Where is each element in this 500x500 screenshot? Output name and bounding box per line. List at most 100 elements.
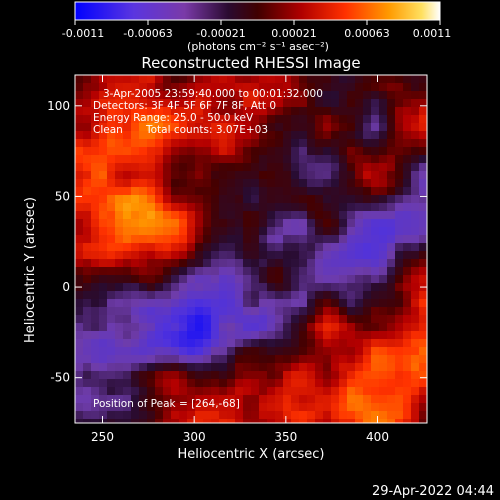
heatmap-cell: [227, 387, 236, 396]
heatmap-cell: [107, 291, 116, 300]
heatmap-cell: [115, 107, 124, 116]
heatmap-cell: [259, 323, 268, 332]
heatmap-cell: [83, 403, 92, 412]
heatmap-cell: [371, 115, 380, 124]
heatmap-cell: [395, 75, 404, 84]
heatmap-cell: [211, 395, 220, 404]
heatmap-cell: [107, 323, 116, 332]
heatmap-cell: [299, 195, 308, 204]
heatmap-cell: [299, 179, 308, 188]
heatmap-cell: [339, 91, 348, 100]
heatmap-cell: [211, 195, 220, 204]
heatmap-cell: [147, 243, 156, 252]
heatmap-cell: [147, 131, 156, 140]
heatmap-cell: [235, 99, 244, 108]
heatmap-cell: [219, 99, 228, 108]
heatmap-cell: [339, 219, 348, 228]
heatmap-cell: [131, 211, 140, 220]
heatmap-cell: [115, 91, 124, 100]
heatmap-cell: [259, 411, 268, 420]
heatmap-cell: [259, 227, 268, 236]
heatmap-cell: [99, 123, 108, 132]
heatmap-cell: [299, 259, 308, 268]
heatmap-cell: [75, 419, 84, 423]
heatmap-cell: [179, 291, 188, 300]
heatmap-cell: [355, 227, 364, 236]
heatmap-cell: [379, 115, 388, 124]
heatmap-cell: [283, 307, 292, 316]
heatmap-cell: [203, 275, 212, 284]
heatmap-cell: [371, 259, 380, 268]
heatmap-cell: [275, 99, 284, 108]
heatmap-cell: [371, 403, 380, 412]
heatmap-cell: [371, 147, 380, 156]
x-tick-label: 400: [366, 430, 389, 444]
heatmap-cell: [419, 403, 427, 412]
heatmap-cell: [251, 355, 260, 364]
heatmap-cell: [147, 251, 156, 260]
heatmap-cell: [331, 235, 340, 244]
heatmap-cell: [227, 123, 236, 132]
heatmap-cell: [307, 91, 316, 100]
heatmap-cell: [283, 203, 292, 212]
heatmap-cell: [139, 91, 148, 100]
heatmap-cell: [235, 323, 244, 332]
heatmap-cell: [75, 331, 84, 340]
heatmap-cell: [371, 323, 380, 332]
heatmap-cell: [115, 203, 124, 212]
x-axis-label: Heliocentric X (arcsec): [178, 447, 325, 462]
heatmap-cell: [395, 195, 404, 204]
heatmap-cell: [171, 195, 180, 204]
heatmap-cell: [347, 323, 356, 332]
heatmap-cell: [419, 211, 427, 220]
heatmap-cell: [235, 299, 244, 308]
colorbar-tick-label: 0.00021: [271, 27, 317, 40]
heatmap-cell: [339, 379, 348, 388]
heatmap-cell: [323, 307, 332, 316]
heatmap-cell: [315, 187, 324, 196]
heatmap-cell: [75, 187, 84, 196]
heatmap-cell: [363, 267, 372, 276]
heatmap-cell: [355, 267, 364, 276]
heatmap-cell: [419, 395, 427, 404]
heatmap-cell: [163, 331, 172, 340]
heatmap-cell: [75, 339, 84, 348]
heatmap-cell: [163, 235, 172, 244]
heatmap-cell: [267, 395, 276, 404]
heatmap-cell: [219, 147, 228, 156]
heatmap-cell: [419, 379, 427, 388]
heatmap-cell: [291, 131, 300, 140]
heatmap-cell: [371, 107, 380, 116]
heatmap-cell: [123, 403, 132, 412]
heatmap-cell: [235, 331, 244, 340]
heatmap-cell: [291, 179, 300, 188]
heatmap-cell: [91, 355, 100, 364]
heatmap-cell: [339, 179, 348, 188]
heatmap-cell: [259, 243, 268, 252]
heatmap-cell: [131, 323, 140, 332]
heatmap-cell: [211, 355, 220, 364]
heatmap-cell: [227, 267, 236, 276]
heatmap-cell: [299, 347, 308, 356]
heatmap-cell: [147, 259, 156, 268]
heatmap-cell: [411, 171, 420, 180]
heatmap-cell: [83, 363, 92, 372]
heatmap-cell: [339, 363, 348, 372]
heatmap-cell: [211, 411, 220, 420]
heatmap-cell: [139, 131, 148, 140]
heatmap-cell: [163, 283, 172, 292]
heatmap-cell: [291, 331, 300, 340]
heatmap-cell: [115, 227, 124, 236]
heatmap-cell: [227, 395, 236, 404]
heatmap-cell: [355, 291, 364, 300]
x-tick-label: 250: [91, 430, 114, 444]
heatmap-cell: [299, 243, 308, 252]
heatmap-cell: [323, 291, 332, 300]
heatmap-cell: [179, 155, 188, 164]
heatmap-cell: [99, 179, 108, 188]
heatmap-cell: [323, 75, 332, 84]
heatmap-cell: [115, 323, 124, 332]
heatmap-cell: [371, 83, 380, 92]
heatmap-cell: [203, 387, 212, 396]
heatmap-cell: [331, 171, 340, 180]
